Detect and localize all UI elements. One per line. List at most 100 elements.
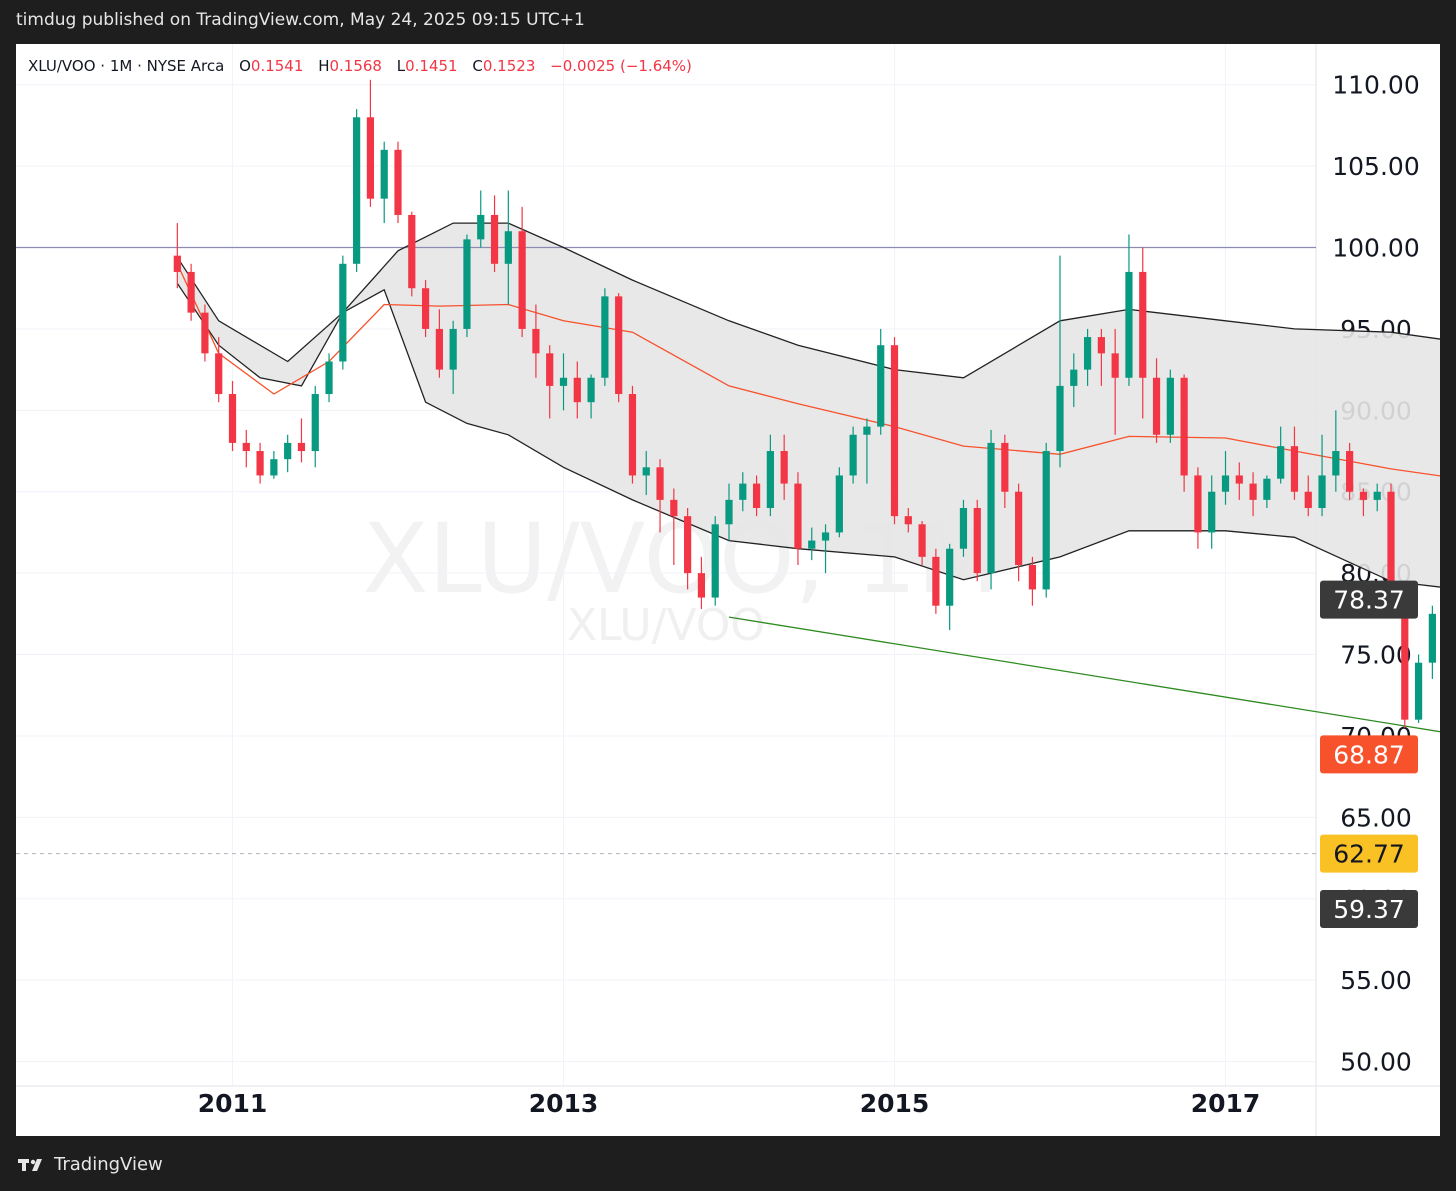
candle-body — [1346, 451, 1354, 492]
candle-body — [863, 426, 871, 435]
candle-body — [1221, 475, 1230, 492]
candle-body — [325, 361, 333, 395]
candle-body — [1042, 451, 1050, 590]
candle-body — [559, 377, 568, 386]
published-line: timdug published on TradingView.com, May… — [16, 10, 585, 30]
moving-average-line — [176, 263, 1440, 477]
candle-body — [1373, 491, 1381, 500]
candle-body — [1070, 369, 1078, 386]
low-label: L — [396, 57, 406, 75]
candle-body — [877, 345, 885, 427]
y-tick-label: 100.00 — [1332, 234, 1419, 263]
candle-body — [1414, 662, 1423, 720]
candle-body — [725, 499, 733, 525]
candle-body — [256, 451, 264, 476]
candle-body — [890, 345, 899, 517]
candle-body — [1263, 478, 1271, 500]
candle-body — [518, 231, 526, 329]
y-tick-label: 55.00 — [1340, 966, 1412, 995]
x-tick-label: 2013 — [529, 1089, 599, 1118]
candle-body — [1097, 337, 1105, 354]
watermark-subtitle: XLU/VOO — [567, 600, 765, 651]
candle-body — [1125, 271, 1133, 378]
low-value: 0.1451 — [405, 57, 458, 75]
trendline — [728, 616, 1440, 733]
candle-body — [408, 214, 416, 289]
candle-body — [946, 548, 954, 606]
candle-body — [284, 442, 292, 460]
candle-body — [642, 467, 650, 476]
change-value: −0.0025 (−1.64%) — [550, 57, 692, 75]
candle-body — [532, 328, 540, 354]
price-label-box — [1320, 735, 1418, 774]
candle-body — [959, 508, 968, 549]
candle-body — [794, 483, 802, 549]
symbol-legend: XLU/VOO · 1M · NYSE Arca O0.1541 H0.1568… — [28, 57, 692, 75]
tradingview-logo-icon — [18, 1158, 42, 1171]
candle-body — [987, 442, 995, 574]
candle-body — [1318, 475, 1326, 509]
candle-body — [366, 117, 375, 199]
candle-body — [270, 459, 278, 476]
candle-body — [1304, 491, 1312, 509]
candle-body — [697, 573, 706, 598]
x-tick-label: 2015 — [860, 1089, 930, 1118]
candle-body — [615, 296, 623, 395]
candle-body — [628, 394, 637, 476]
candle-body — [1428, 613, 1436, 663]
chart-panel[interactable]: XLU/VOO, 1M XLU/VOO 110.00 105.00 100.00 95.0… — [16, 44, 1440, 1136]
candle-body — [932, 556, 940, 606]
candle-body — [587, 377, 595, 403]
candle-body — [918, 524, 926, 557]
open-value: 0.1541 — [250, 57, 304, 75]
candle-body — [1166, 377, 1174, 435]
candle-body — [808, 540, 816, 549]
candle-body — [904, 516, 912, 525]
candle-body — [670, 499, 678, 517]
candle-body — [1015, 491, 1023, 565]
candle-body — [780, 451, 788, 484]
price-label-box — [1320, 890, 1418, 929]
candle-body — [339, 263, 347, 362]
candle-body — [1139, 271, 1147, 378]
candle-body — [1359, 491, 1368, 500]
candle-body — [311, 394, 319, 452]
price-label-value: 59.37 — [1333, 895, 1405, 924]
candle-body — [752, 483, 761, 509]
y-tick-label: 50.00 — [1340, 1048, 1412, 1077]
candle-body — [711, 524, 719, 598]
y-tick-label: 105.00 — [1332, 152, 1419, 181]
x-tick-label: 2011 — [198, 1089, 268, 1118]
candle-body — [973, 508, 981, 574]
candle-body — [1028, 565, 1037, 590]
candle-body — [380, 149, 388, 199]
candles-group — [173, 79, 1436, 728]
candle-body — [766, 451, 774, 509]
candle-body — [1401, 589, 1409, 720]
close-value: 0.1523 — [482, 57, 536, 75]
candle-body — [601, 296, 609, 378]
candle-body — [573, 377, 581, 403]
candle-body — [1249, 483, 1257, 500]
candle-body — [1277, 446, 1285, 479]
candle-body — [1152, 377, 1161, 435]
candle-body — [173, 255, 181, 272]
candle-body — [504, 231, 512, 264]
candle-body — [1387, 491, 1395, 590]
close-label: C — [472, 57, 483, 75]
candle-body — [821, 532, 830, 541]
symbol-label[interactable]: XLU/VOO · 1M · NYSE Arca — [28, 57, 225, 75]
candle-body — [435, 328, 443, 370]
tradingview-brand[interactable]: TradingView — [18, 1154, 163, 1175]
chart-canvas[interactable]: XLU/VOO, 1MXLU/VOO110.00105.00100.0095.0… — [16, 44, 1440, 1136]
candle-body — [739, 483, 747, 500]
candle-body — [187, 271, 195, 313]
candle-body — [1235, 475, 1243, 484]
candle-body — [449, 328, 457, 370]
candle-body — [201, 312, 209, 354]
candle-body — [297, 442, 306, 452]
price-label-box — [1320, 834, 1418, 873]
candle-body — [835, 475, 843, 533]
brand-label: TradingView — [54, 1154, 163, 1175]
candle-body — [546, 353, 554, 386]
